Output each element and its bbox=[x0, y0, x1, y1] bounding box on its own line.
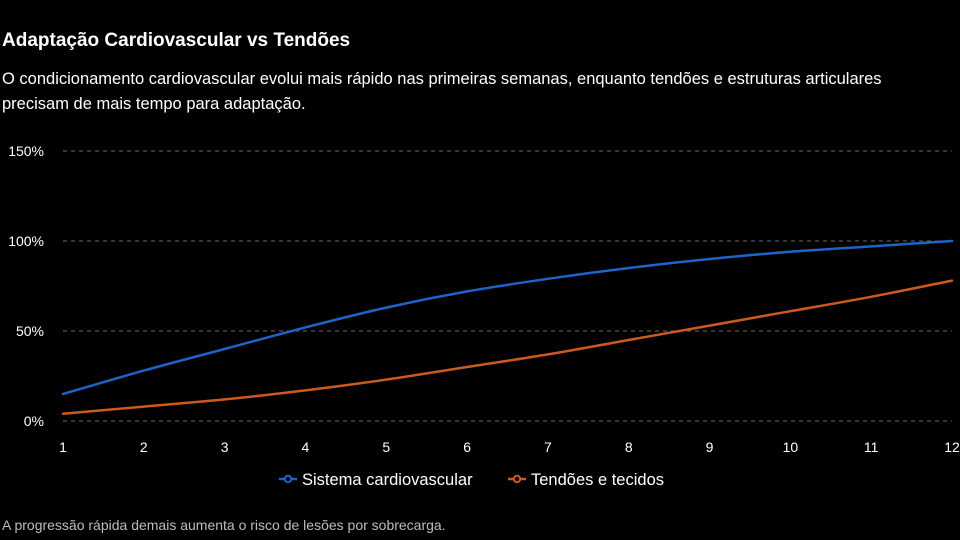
series-line-1 bbox=[61, 279, 954, 416]
x-tick-label: 9 bbox=[706, 439, 714, 455]
x-tick-label: 8 bbox=[625, 439, 633, 455]
legend-marker bbox=[512, 474, 522, 484]
chart-title: Adaptação Cardiovascular vs Tendões bbox=[2, 30, 351, 51]
legend-marker bbox=[283, 474, 293, 484]
x-tick-label: 6 bbox=[463, 439, 471, 455]
x-tick-label: 5 bbox=[382, 439, 390, 455]
y-tick-label: 150% bbox=[8, 143, 44, 159]
x-tick-label: 7 bbox=[544, 439, 552, 455]
chart-subtitle: O condicionamento cardiovascular evolui … bbox=[2, 70, 882, 113]
legend: Sistema cardiovascular Tendões e tecidos bbox=[279, 471, 664, 489]
x-tick-label: 11 bbox=[864, 439, 879, 455]
series-line-0 bbox=[61, 239, 954, 396]
x-tick-label: 10 bbox=[783, 439, 799, 455]
legend-label: Sistema cardiovascular bbox=[302, 471, 473, 489]
x-tick-label: 4 bbox=[302, 439, 310, 455]
footnote: A progressão rápida demais aumenta o ris… bbox=[2, 517, 446, 533]
series-lines bbox=[61, 239, 954, 416]
y-axis-ticks: 0% 50% 100% 150% bbox=[8, 143, 44, 429]
y-tick-label: 100% bbox=[8, 233, 44, 249]
legend-label: Tendões e tecidos bbox=[531, 471, 664, 489]
y-tick-label: 50% bbox=[16, 323, 44, 339]
y-tick-label: 0% bbox=[24, 413, 44, 429]
x-tick-label: 2 bbox=[140, 439, 148, 455]
x-axis-ticks: 1 2 3 4 5 6 7 8 9 10 11 12 bbox=[59, 439, 960, 455]
x-tick-label: 1 bbox=[59, 439, 67, 455]
x-tick-label: 3 bbox=[221, 439, 229, 455]
x-tick-label: 12 bbox=[944, 439, 960, 455]
